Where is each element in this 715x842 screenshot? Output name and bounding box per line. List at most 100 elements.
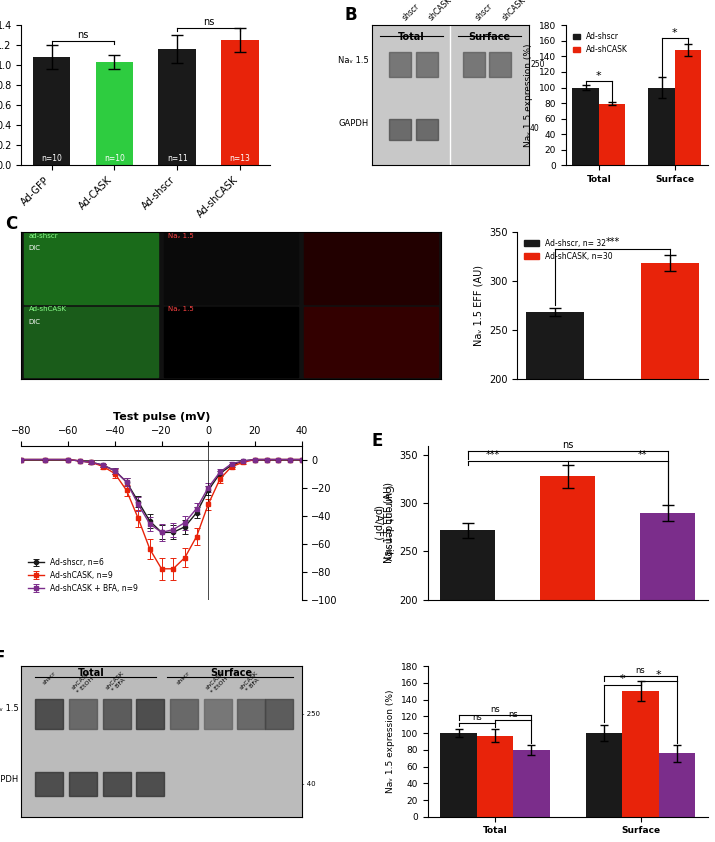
- Bar: [526, 312, 583, 575]
- Text: F: F: [0, 649, 5, 667]
- Text: Naᵥ 1.5: Naᵥ 1.5: [338, 56, 369, 65]
- Text: n=13: n=13: [230, 154, 250, 163]
- Text: - 40: - 40: [302, 781, 315, 786]
- Bar: [170, 700, 198, 729]
- Bar: [513, 750, 550, 817]
- Text: E: E: [372, 432, 383, 450]
- Bar: [641, 264, 699, 575]
- Text: shscr: shscr: [177, 671, 192, 686]
- Bar: [477, 736, 513, 817]
- Bar: [304, 306, 438, 377]
- Text: **: **: [638, 450, 647, 460]
- Bar: [103, 700, 131, 729]
- Text: GAPDH: GAPDH: [0, 775, 19, 784]
- Y-axis label: Naᵥ 1.5 expression (%): Naᵥ 1.5 expression (%): [386, 690, 395, 793]
- Bar: [640, 513, 695, 792]
- Text: ns: ns: [508, 710, 518, 719]
- Bar: [440, 733, 477, 817]
- X-axis label: Test pulse (mV): Test pulse (mV): [113, 413, 210, 422]
- Bar: [304, 233, 438, 304]
- Y-axis label: Naᵥ 1.5 EFF (AU): Naᵥ 1.5 EFF (AU): [384, 482, 394, 563]
- Text: Naᵥ 1.5: Naᵥ 1.5: [0, 704, 19, 713]
- Bar: [390, 52, 411, 77]
- Text: shscr: shscr: [474, 2, 495, 23]
- Bar: [490, 52, 511, 77]
- Text: shCASK: shCASK: [500, 0, 528, 23]
- Text: shCASK: shCASK: [427, 0, 454, 23]
- Text: DIC: DIC: [29, 245, 41, 251]
- Bar: [265, 700, 293, 729]
- Text: n=10: n=10: [104, 154, 125, 163]
- Bar: [599, 104, 626, 165]
- Bar: [463, 52, 485, 77]
- Text: shscr: shscr: [400, 2, 421, 23]
- Text: B: B: [344, 6, 357, 24]
- Y-axis label: Naᵥ 1.5 EFF (AU): Naᵥ 1.5 EFF (AU): [473, 265, 483, 346]
- Text: 40: 40: [530, 125, 540, 133]
- Text: C: C: [5, 215, 17, 233]
- Bar: [164, 233, 298, 304]
- Text: ns: ns: [203, 17, 214, 27]
- Text: Surface: Surface: [468, 32, 511, 42]
- Text: n=10: n=10: [41, 154, 62, 163]
- Bar: [24, 233, 159, 304]
- Bar: [586, 733, 622, 817]
- Text: 250: 250: [530, 60, 545, 69]
- Bar: [158, 50, 196, 165]
- Bar: [24, 306, 159, 377]
- Bar: [390, 119, 411, 140]
- Bar: [649, 88, 675, 165]
- Bar: [416, 52, 438, 77]
- Text: ***: ***: [606, 237, 620, 247]
- Text: shCASK
* EtOH: shCASK * EtOH: [205, 671, 230, 695]
- Text: Total: Total: [78, 668, 105, 678]
- Text: ns: ns: [77, 30, 89, 40]
- Text: Ad-shCASK: Ad-shCASK: [29, 306, 66, 312]
- Y-axis label: Current density
(pA/pF): Current density (pA/pF): [372, 485, 393, 561]
- Text: ns: ns: [562, 440, 573, 450]
- Y-axis label: Naᵥ 1.5 expression (%): Naᵥ 1.5 expression (%): [524, 44, 533, 147]
- Text: *: *: [656, 670, 661, 680]
- Text: ns: ns: [490, 705, 500, 714]
- Text: Total: Total: [398, 32, 425, 42]
- Text: - 250: - 250: [302, 711, 320, 717]
- Bar: [572, 88, 599, 165]
- Bar: [237, 700, 265, 729]
- Text: n=11: n=11: [167, 154, 187, 163]
- Text: ns: ns: [472, 713, 482, 722]
- Text: ns: ns: [636, 666, 646, 675]
- Bar: [96, 62, 133, 165]
- Bar: [69, 771, 97, 796]
- Bar: [36, 771, 64, 796]
- Bar: [33, 57, 70, 165]
- Text: Naᵥ 1.5: Naᵥ 1.5: [168, 306, 194, 312]
- Text: DIC: DIC: [29, 319, 41, 325]
- Text: Naᵥ 1.5: Naᵥ 1.5: [168, 232, 194, 239]
- Bar: [137, 700, 164, 729]
- Bar: [103, 771, 131, 796]
- Bar: [659, 753, 695, 817]
- Text: shCASK
* BFA: shCASK * BFA: [104, 671, 129, 695]
- Text: shCASK
* BFA: shCASK * BFA: [239, 671, 263, 695]
- Bar: [137, 771, 164, 796]
- Bar: [221, 40, 259, 165]
- Text: *: *: [596, 71, 601, 81]
- Text: Surface: Surface: [210, 668, 252, 678]
- Legend: Ad-shscr, n= 32, Ad-shCASK, n=30: Ad-shscr, n= 32, Ad-shCASK, n=30: [521, 236, 616, 264]
- Text: shCASK
* EtOH: shCASK * EtOH: [71, 671, 95, 695]
- Text: *: *: [619, 674, 625, 684]
- Text: GAPDH: GAPDH: [339, 119, 369, 128]
- Text: ad-shscr: ad-shscr: [29, 232, 58, 239]
- Bar: [440, 530, 495, 792]
- Text: shscr: shscr: [41, 671, 57, 686]
- Bar: [622, 691, 659, 817]
- Bar: [69, 700, 97, 729]
- Bar: [416, 119, 438, 140]
- Legend: Ad-shscr, Ad-shCASK: Ad-shscr, Ad-shCASK: [570, 29, 631, 57]
- Bar: [675, 51, 701, 165]
- Legend: Ad-shscr, n=6, Ad-shCASK, n=9, Ad-shCASK + BFA, n=9: Ad-shscr, n=6, Ad-shCASK, n=9, Ad-shCASK…: [25, 555, 141, 596]
- Text: ***: ***: [485, 450, 500, 460]
- Bar: [36, 700, 64, 729]
- Text: *: *: [672, 28, 678, 38]
- Bar: [204, 700, 232, 729]
